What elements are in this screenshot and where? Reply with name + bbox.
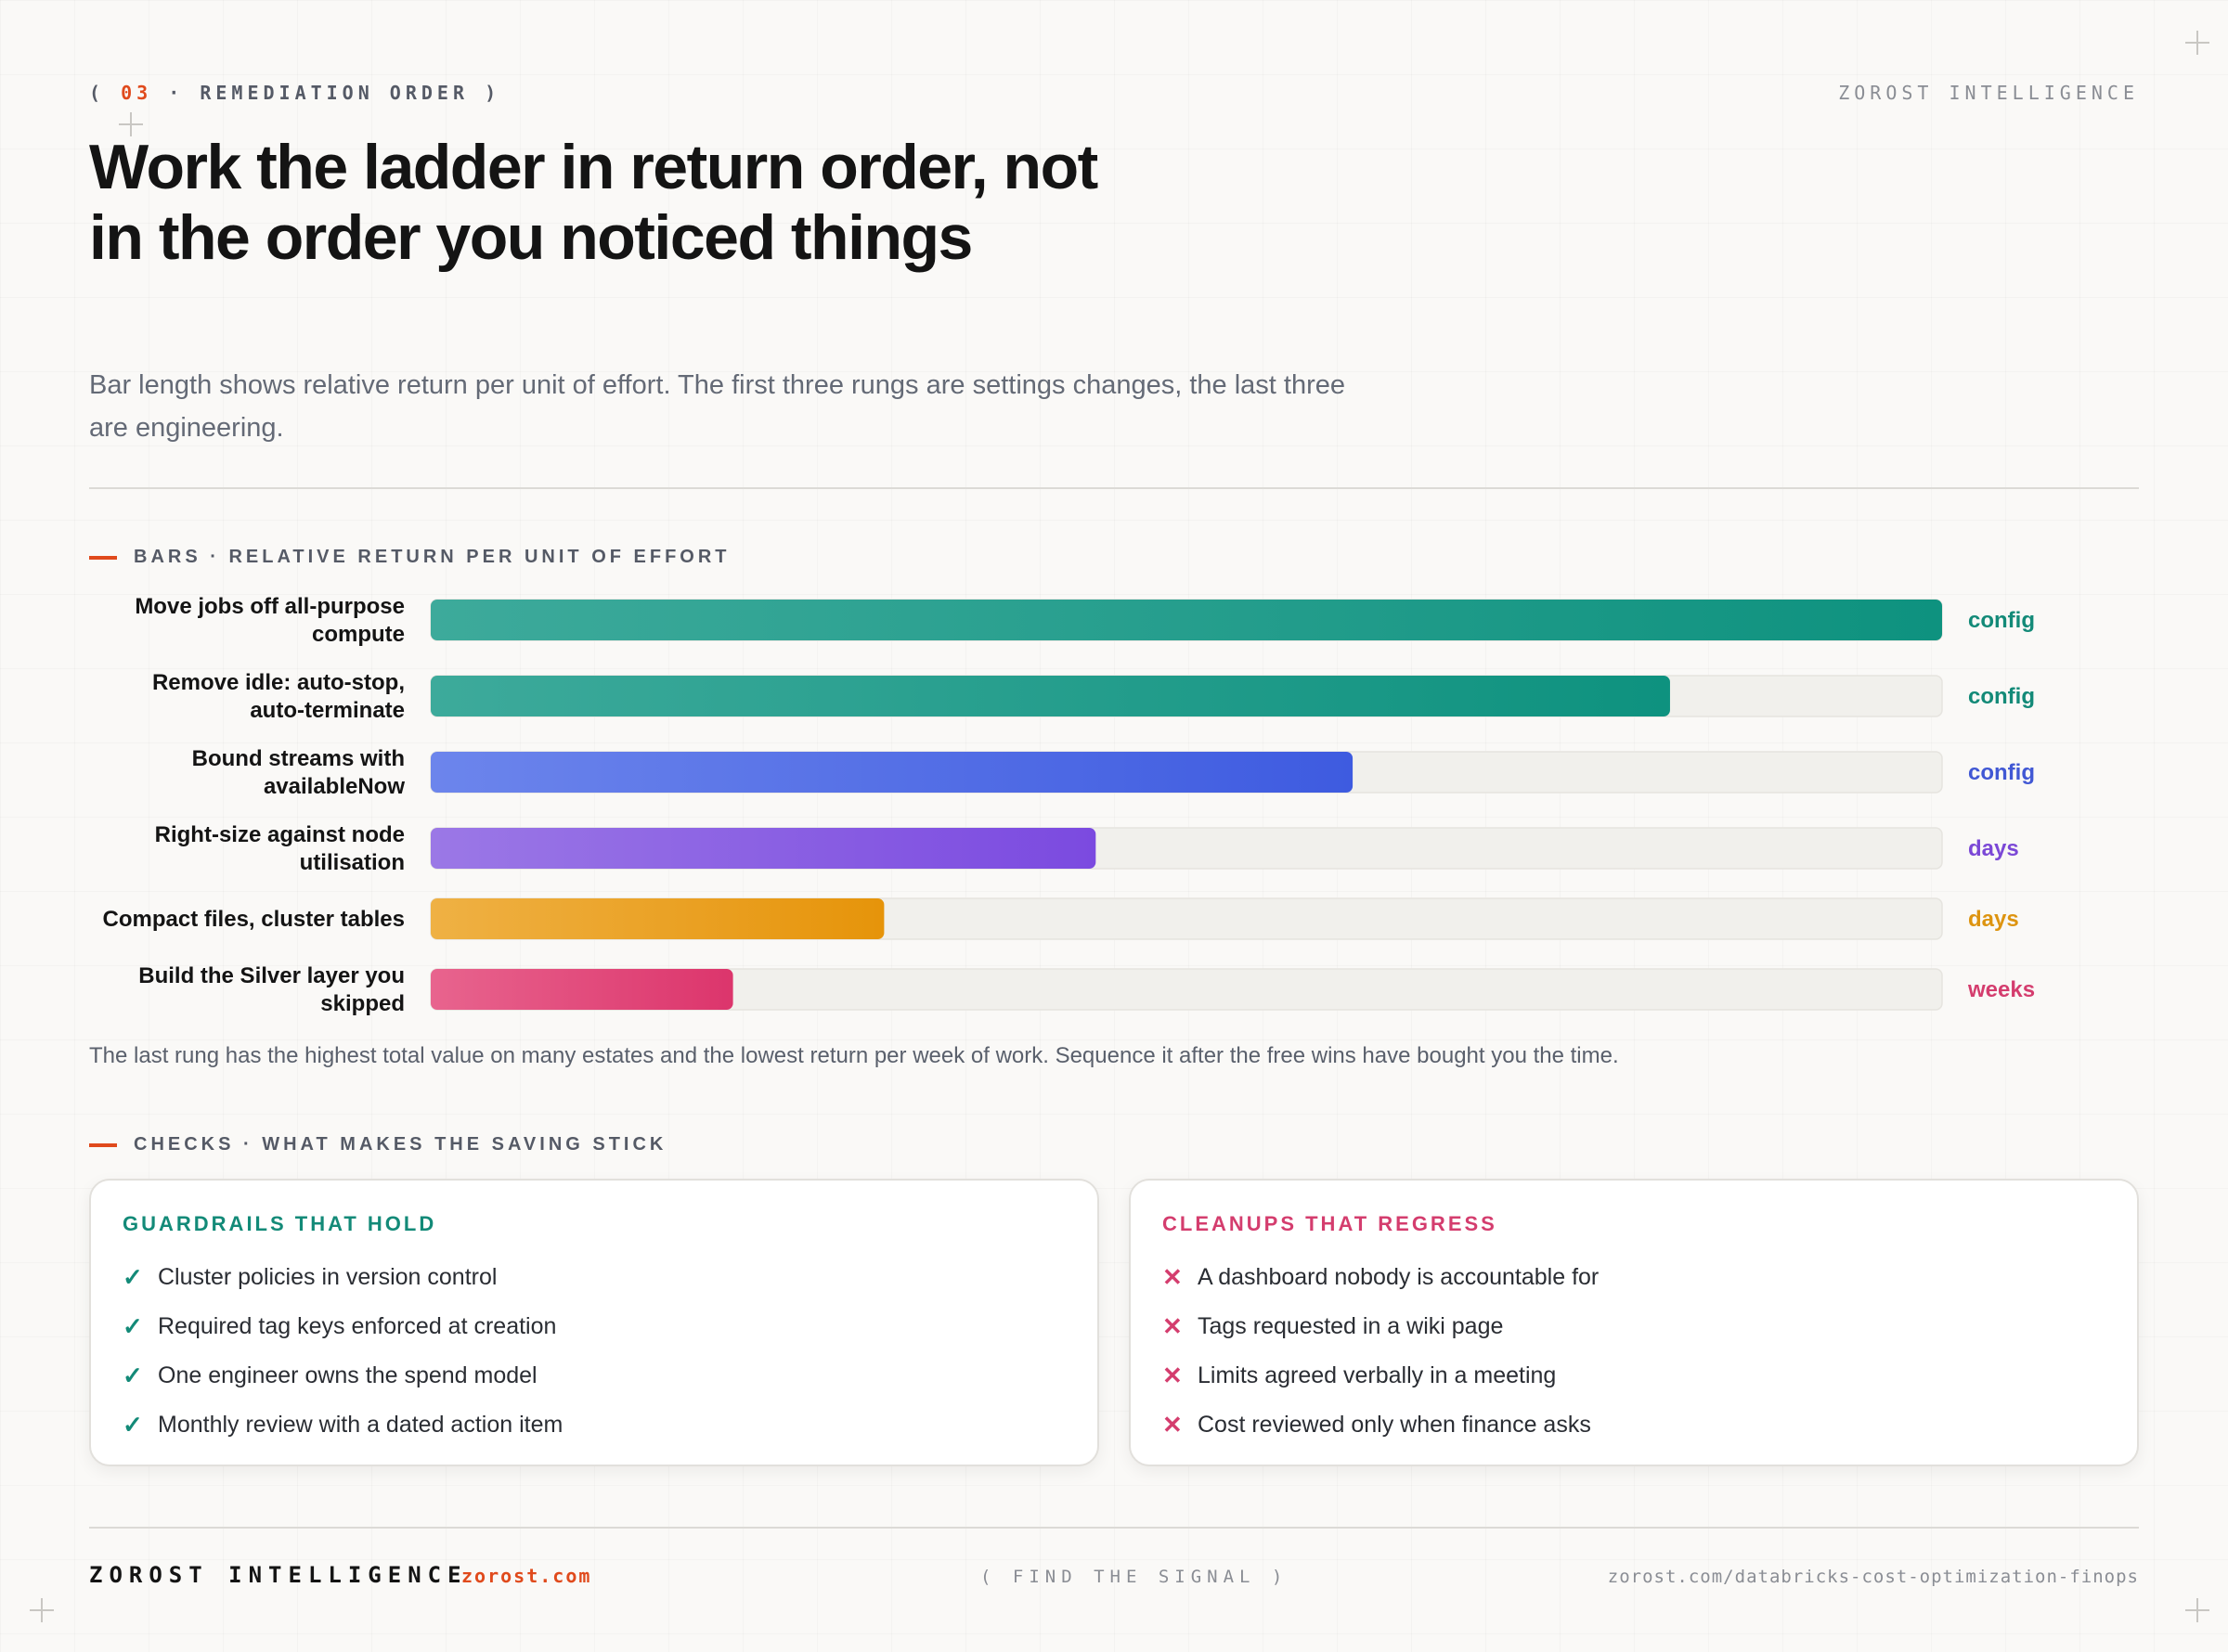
- accent-dash: [89, 1142, 117, 1147]
- page-title: Work the ladder in return order, not in …: [89, 132, 1098, 273]
- bar-label: Bound streams with availableNow: [192, 746, 406, 799]
- bar: [431, 969, 733, 1010]
- list-item-text: One engineer owns the spend model: [158, 1362, 538, 1388]
- page-subtitle: Bar length shows relative return per uni…: [89, 370, 1345, 443]
- bar-row: Bound streams with availableNow config: [192, 746, 2035, 799]
- bar: [431, 676, 1670, 716]
- guardrails-card-title: GUARDRAILS THAT HOLD: [123, 1212, 437, 1235]
- bar-row: Right-size against node utilisation days: [155, 822, 2019, 875]
- divider: [89, 487, 2139, 489]
- checks-section-label: CHECKS · WHAT MAKES THE SAVING STICK: [89, 1134, 667, 1155]
- bar-label: Right-size against node utilisation: [155, 822, 405, 875]
- list-item-text: Tags requested in a wiki page: [1198, 1313, 1504, 1339]
- list-item: ✕ Limits agreed verbally in a meeting: [1162, 1351, 2105, 1400]
- cross-icon: ✕: [1162, 1411, 1183, 1439]
- bar-row: Build the Silver layer you skipped weeks: [138, 963, 2035, 1016]
- footer-article-link[interactable]: zorost.com/databricks-cost-optimization-…: [1607, 1567, 2139, 1587]
- footer-site-link[interactable]: zorost.com: [461, 1565, 592, 1587]
- bar-row: Move jobs off all-purpose compute config: [135, 594, 2035, 647]
- list-item-text: Limits agreed verbally in a meeting: [1198, 1362, 1557, 1388]
- footer-brand: ZOROST INTELLIGENCE: [89, 1562, 468, 1588]
- list-item: ✕ Cost reviewed only when finance asks: [1162, 1400, 2105, 1450]
- effort-tag: days: [1968, 907, 2019, 932]
- corner-plus-icon: [30, 1598, 54, 1622]
- section-name: · REMEDIATION ORDER: [168, 82, 470, 104]
- effort-tag: config: [1968, 760, 2035, 785]
- list-item-text: Cluster policies in version control: [158, 1264, 498, 1290]
- list-item-text: A dashboard nobody is accountable for: [1198, 1264, 1600, 1290]
- section-eyebrow: ( 03 · REMEDIATION ORDER ): [89, 82, 500, 104]
- cleanups-list: ✕ A dashboard nobody is accountable for ✕…: [1162, 1253, 2105, 1450]
- list-item: ✓ Monthly review with a dated action item: [123, 1400, 1066, 1450]
- corner-plus-icon: [119, 112, 143, 136]
- bar-row: Compact files, cluster tables days: [103, 897, 2019, 940]
- bar-label: Compact files, cluster tables: [103, 907, 405, 932]
- section-number: 03: [121, 82, 153, 104]
- eyebrow-close-paren: ): [485, 82, 501, 104]
- bar-label: Remove idle: auto-stop, auto-terminate: [152, 670, 405, 723]
- cross-icon: ✕: [1162, 1362, 1183, 1389]
- list-item-text: Cost reviewed only when finance asks: [1198, 1412, 1591, 1438]
- brand-header: ZOROST INTELLIGENCE: [1838, 82, 2139, 104]
- check-icon: ✓: [123, 1411, 143, 1439]
- bar: [431, 898, 885, 939]
- bar: [431, 828, 1096, 869]
- checks-section-label-text: CHECKS · WHAT MAKES THE SAVING STICK: [134, 1134, 667, 1155]
- list-item-text: Monthly review with a dated action item: [158, 1412, 563, 1438]
- bar-row: Remove idle: auto-stop, auto-terminate con…: [152, 670, 2035, 723]
- list-item: ✓ Cluster policies in version control: [123, 1253, 1066, 1302]
- list-item: ✓ Required tag keys enforced at creation: [123, 1302, 1066, 1351]
- bar: [431, 752, 1354, 793]
- list-item: ✕ Tags requested in a wiki page: [1162, 1302, 2105, 1351]
- effort-tag: weeks: [1967, 977, 2035, 1002]
- bar-label: Build the Silver layer you skipped: [138, 963, 405, 1016]
- divider: [89, 1527, 2139, 1529]
- bars-section-label-text: BARS · RELATIVE RETURN PER UNIT OF EFFOR…: [134, 547, 731, 567]
- check-icon: ✓: [123, 1362, 143, 1389]
- bar-chart: Move jobs off all-purpose computeconfigRe…: [103, 594, 2036, 1016]
- check-icon: ✓: [123, 1312, 143, 1340]
- list-item: ✓ One engineer owns the spend model: [123, 1351, 1066, 1400]
- cleanups-card: CLEANUPS THAT REGRESS ✕ A dashboard nobod…: [1129, 1179, 2139, 1466]
- bars-section-label: BARS · RELATIVE RETURN PER UNIT OF EFFOR…: [89, 547, 731, 568]
- corner-plus-icon: [2185, 31, 2209, 55]
- list-item: ✕ A dashboard nobody is accountable for: [1162, 1253, 2105, 1302]
- cleanups-card-title: CLEANUPS THAT REGRESS: [1162, 1212, 1497, 1235]
- cross-icon: ✕: [1162, 1312, 1183, 1340]
- list-item-text: Required tag keys enforced at creation: [158, 1313, 557, 1339]
- effort-tag: config: [1968, 684, 2035, 709]
- guardrails-card: GUARDRAILS THAT HOLD ✓ Cluster policies i…: [89, 1179, 1099, 1466]
- accent-dash: [89, 555, 117, 560]
- bar-label: Move jobs off all-purpose compute: [135, 594, 405, 647]
- guardrails-list: ✓ Cluster policies in version control ✓ Re…: [123, 1253, 1066, 1450]
- effort-tag: days: [1968, 836, 2019, 861]
- effort-tag: config: [1968, 608, 2035, 633]
- bar: [431, 600, 1942, 640]
- check-icon: ✓: [123, 1263, 143, 1291]
- corner-plus-icon: [2185, 1598, 2209, 1622]
- chart-footnote: The last rung has the highest total valu…: [89, 1043, 1619, 1068]
- eyebrow-open-paren: (: [89, 82, 106, 104]
- footer-tagline: ( FIND THE SIGNAL ): [980, 1567, 1289, 1587]
- cross-icon: ✕: [1162, 1263, 1183, 1291]
